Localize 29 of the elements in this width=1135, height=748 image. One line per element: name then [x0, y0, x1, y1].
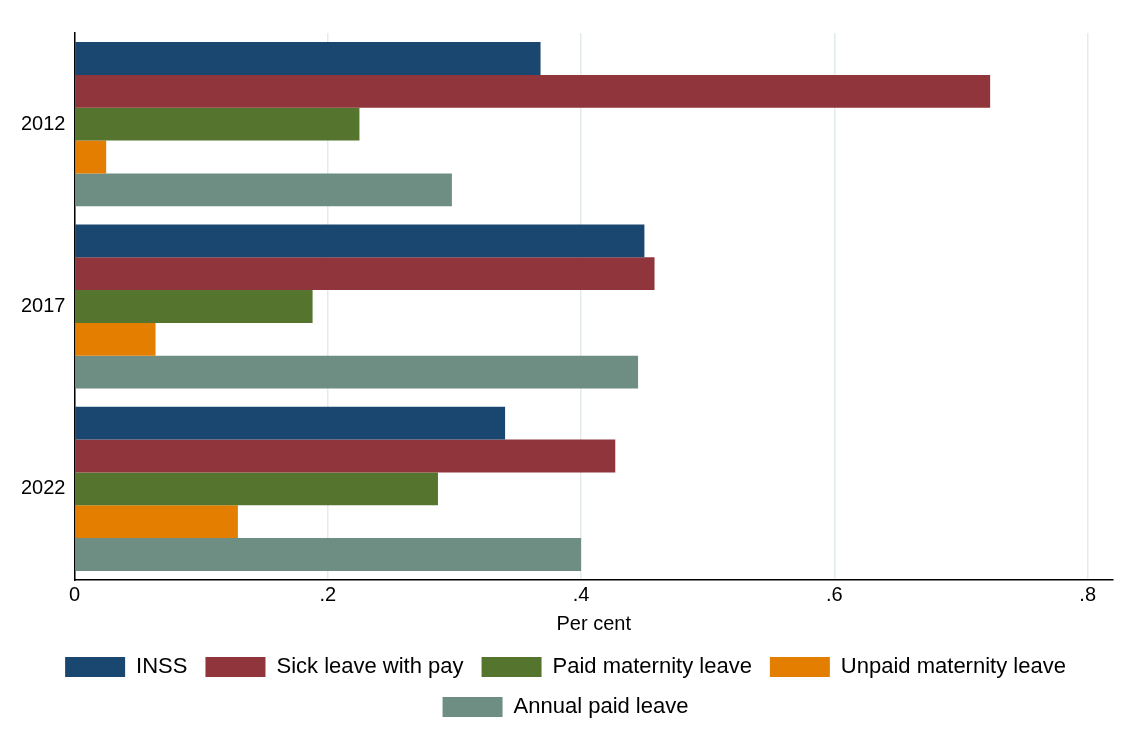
bar: [75, 322, 156, 356]
legend-label: Paid maternity leave: [552, 653, 752, 679]
bar: [75, 74, 991, 108]
bar: [75, 355, 639, 389]
bar: [75, 472, 438, 506]
bar: [75, 173, 452, 207]
x-axis-title: Per cent: [556, 611, 632, 634]
x-tick-label: 0: [68, 582, 81, 605]
legend-label: Annual paid leave: [513, 693, 689, 719]
x-tick-label: .2: [319, 582, 337, 605]
bar: [75, 107, 360, 141]
x-tick-label: .6: [826, 582, 843, 605]
legend-label: INSS: [136, 653, 188, 679]
y-tick-label: 2022: [20, 476, 66, 499]
x-tick-label: .4: [572, 582, 590, 605]
bar: [75, 505, 238, 539]
legend-label: Sick leave with pay: [276, 653, 464, 679]
bar: [75, 439, 616, 473]
bar: [75, 257, 655, 291]
bar: [75, 406, 506, 440]
y-tick-label: 2012: [20, 111, 66, 134]
bar: [75, 538, 582, 571]
bar: [75, 290, 313, 323]
y-tick-label: 2017: [20, 294, 66, 317]
bar: [75, 140, 107, 174]
legend-label: Unpaid maternity leave: [840, 653, 1066, 679]
x-tick-label: .8: [1079, 582, 1097, 605]
bar: [75, 224, 645, 258]
bar: [75, 42, 541, 75]
